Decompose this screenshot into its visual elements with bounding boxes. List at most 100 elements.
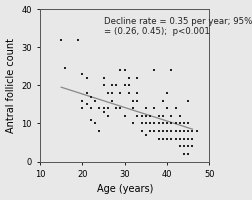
Point [185, 129, 190, 133]
Point [152, 107, 156, 110]
Point [190, 145, 194, 148]
Point [84, 76, 88, 79]
Point [190, 129, 194, 133]
Point [177, 129, 181, 133]
Point [114, 107, 118, 110]
Point [185, 129, 190, 133]
Point [156, 122, 160, 125]
Point [164, 129, 168, 133]
Point [177, 114, 181, 117]
Point [105, 107, 109, 110]
Point [181, 145, 185, 148]
Point [164, 122, 168, 125]
Point [88, 95, 92, 98]
Point [190, 137, 194, 140]
Point [127, 76, 131, 79]
Point [147, 129, 151, 133]
Point [118, 107, 122, 110]
Point [101, 76, 105, 79]
Point [173, 129, 177, 133]
Point [143, 133, 147, 136]
Point [80, 99, 84, 102]
Point [97, 107, 101, 110]
Point [80, 72, 84, 75]
Text: Decline rate = 0.35 per year; 95% CI
= (0.26, 0.45);  p<0.001: Decline rate = 0.35 per year; 95% CI = (… [104, 17, 252, 36]
Point [152, 122, 156, 125]
Point [101, 107, 105, 110]
Point [181, 129, 185, 133]
Point [181, 122, 185, 125]
Point [135, 91, 139, 95]
Point [185, 137, 190, 140]
Point [110, 99, 114, 102]
Point [169, 68, 173, 72]
Point [101, 84, 105, 87]
Point [143, 114, 147, 117]
Point [185, 122, 190, 125]
Point [131, 99, 135, 102]
Point [105, 114, 109, 117]
Point [194, 129, 198, 133]
Point [160, 122, 164, 125]
Point [160, 137, 164, 140]
Point [105, 91, 109, 95]
Point [160, 114, 164, 117]
Point [164, 107, 168, 110]
Point [131, 122, 135, 125]
X-axis label: Age (years): Age (years) [96, 184, 152, 194]
Point [63, 67, 67, 70]
Point [156, 129, 160, 133]
Point [139, 129, 143, 133]
Point [93, 122, 97, 125]
Point [181, 129, 185, 133]
Point [169, 114, 173, 117]
Point [169, 129, 173, 133]
Point [147, 122, 151, 125]
Point [88, 118, 92, 121]
Point [122, 84, 126, 87]
Point [169, 137, 173, 140]
Point [164, 137, 168, 140]
Point [177, 122, 181, 125]
Point [76, 38, 80, 41]
Point [127, 84, 131, 87]
Point [114, 84, 118, 87]
Point [173, 122, 177, 125]
Point [173, 137, 177, 140]
Point [88, 107, 92, 110]
Point [181, 129, 185, 133]
Point [101, 110, 105, 114]
Point [143, 122, 147, 125]
Point [160, 99, 164, 102]
Point [156, 114, 160, 117]
Point [122, 68, 126, 72]
Point [181, 152, 185, 156]
Point [143, 107, 147, 110]
Point [110, 91, 114, 95]
Point [177, 122, 181, 125]
Point [173, 129, 177, 133]
Point [169, 122, 173, 125]
Point [118, 68, 122, 72]
Point [97, 129, 101, 133]
Point [93, 99, 97, 102]
Point [156, 137, 160, 140]
Point [84, 103, 88, 106]
Point [169, 129, 173, 133]
Point [135, 114, 139, 117]
Point [152, 129, 156, 133]
Point [185, 99, 190, 102]
Point [164, 122, 168, 125]
Point [185, 152, 190, 156]
Point [139, 114, 143, 117]
Point [177, 145, 181, 148]
Point [181, 137, 185, 140]
Point [118, 91, 122, 95]
Point [185, 145, 190, 148]
Point [59, 38, 63, 41]
Point [173, 107, 177, 110]
Y-axis label: Antral follicle count: Antral follicle count [6, 38, 15, 133]
Point [135, 76, 139, 79]
Point [84, 91, 88, 95]
Point [164, 129, 168, 133]
